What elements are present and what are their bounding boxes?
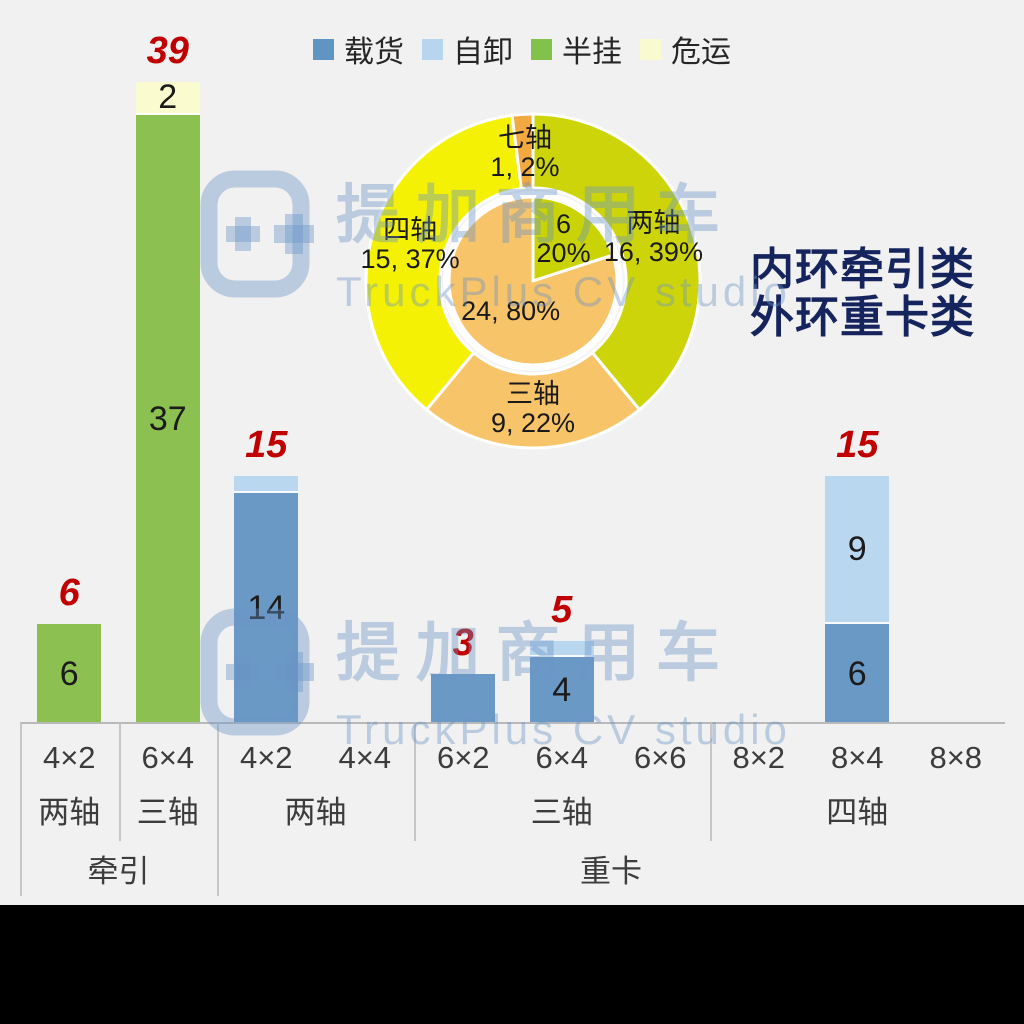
chart-legend: 载货 自卸 半挂 危运 (313, 27, 731, 71)
ring-annotation-line1: 内环牵引类 (750, 245, 975, 294)
axis-divider (217, 723, 219, 896)
axis-drive-label: 8×2 (732, 740, 786, 775)
legend-swatch-半挂 (531, 38, 552, 60)
axis-drive-label: 6×4 (535, 740, 589, 775)
bar-segment-value: 9 (847, 530, 867, 569)
legend-swatch-载货 (313, 38, 334, 60)
axis-category-group-label: 牵引 (87, 854, 150, 889)
legend-label: 半挂 (562, 36, 622, 69)
axis-divider (20, 723, 22, 896)
pie-slice-outer-三轴 (425, 351, 641, 450)
axis-axle-group-label: 三轴 (136, 795, 199, 830)
legend-item: 载货 (313, 27, 404, 71)
bar-segment-危运: 2 (135, 78, 200, 117)
axis-drive-label: 8×4 (830, 740, 884, 775)
bar-segment-自卸: 9 (825, 476, 890, 625)
bar-segment-半挂: 6 (37, 624, 102, 723)
legend-swatch-自卸 (422, 38, 443, 60)
axis-drive-label: 4×4 (338, 740, 392, 775)
legend-item: 半挂 (531, 27, 622, 71)
legend-swatch-危运 (640, 38, 661, 60)
pie-slice-outer-两轴 (531, 112, 702, 412)
legend-item: 危运 (640, 27, 731, 71)
pie-slice-inner-1 (447, 195, 619, 367)
bar-segment-value: 2 (158, 78, 178, 117)
pie-chart (364, 112, 702, 450)
bar-segment-value: 37 (148, 399, 187, 438)
bar-segment-载货: 14 (234, 492, 299, 723)
bar-segment-自卸 (234, 476, 299, 493)
ring-annotation: 内环牵引类 外环重卡类 (750, 246, 975, 342)
axis-divider (118, 723, 121, 841)
axis-axle-group-label: 四轴 (826, 795, 889, 830)
bar-segment-value: 4 (552, 671, 572, 710)
x-axis-line (20, 722, 1005, 724)
axis-axle-group-label: 两轴 (284, 795, 347, 830)
axis-drive-label: 8×8 (929, 740, 983, 775)
footer-bar: t+ 提加商用车 TruckPlus CV studio 重型货车新产品-分轴型… (0, 905, 1024, 1024)
axis-drive-label: 6×6 (633, 740, 687, 775)
ring-annotation-line2: 外环重卡类 (750, 293, 975, 342)
bar-segment-value: 6 (847, 654, 867, 693)
bar-segment-载货: 6 (825, 624, 890, 723)
bar-total-label: 3 (452, 621, 474, 664)
bar-total-label: 6 (58, 572, 80, 615)
pie-slice-outer-七轴 (510, 112, 535, 191)
bar-total-label: 39 (146, 30, 189, 72)
axis-axle-group-label: 两轴 (38, 795, 101, 830)
legend-label: 载货 (344, 36, 404, 69)
axis-divider (414, 723, 416, 841)
axis-axle-group-label: 三轴 (530, 795, 593, 830)
axis-drive-label: 6×4 (141, 740, 195, 775)
axis-category-group-label: 重卡 (580, 854, 642, 889)
bar-segment-载货: 4 (529, 657, 594, 723)
legend-item: 自卸 (422, 27, 513, 71)
bar-total-label: 15 (836, 424, 879, 467)
bar-total-label: 15 (245, 424, 288, 467)
legend-label: 自卸 (453, 36, 513, 69)
bar-segment-value: 6 (59, 654, 79, 693)
bar-segment-value: 14 (247, 588, 286, 627)
legend-label: 危运 (671, 36, 731, 69)
bar-total-label: 5 (551, 588, 573, 631)
axis-drive-label: 6×2 (436, 740, 490, 775)
bar-segment-半挂: 37 (135, 114, 200, 723)
bar-segment-载货 (431, 673, 496, 723)
axis-drive-label: 4×2 (239, 740, 293, 775)
bar-segment-自卸 (529, 640, 594, 658)
axis-divider (709, 723, 712, 841)
axis-drive-label: 4×2 (42, 740, 96, 775)
pie-slice-outer-四轴 (364, 113, 523, 412)
